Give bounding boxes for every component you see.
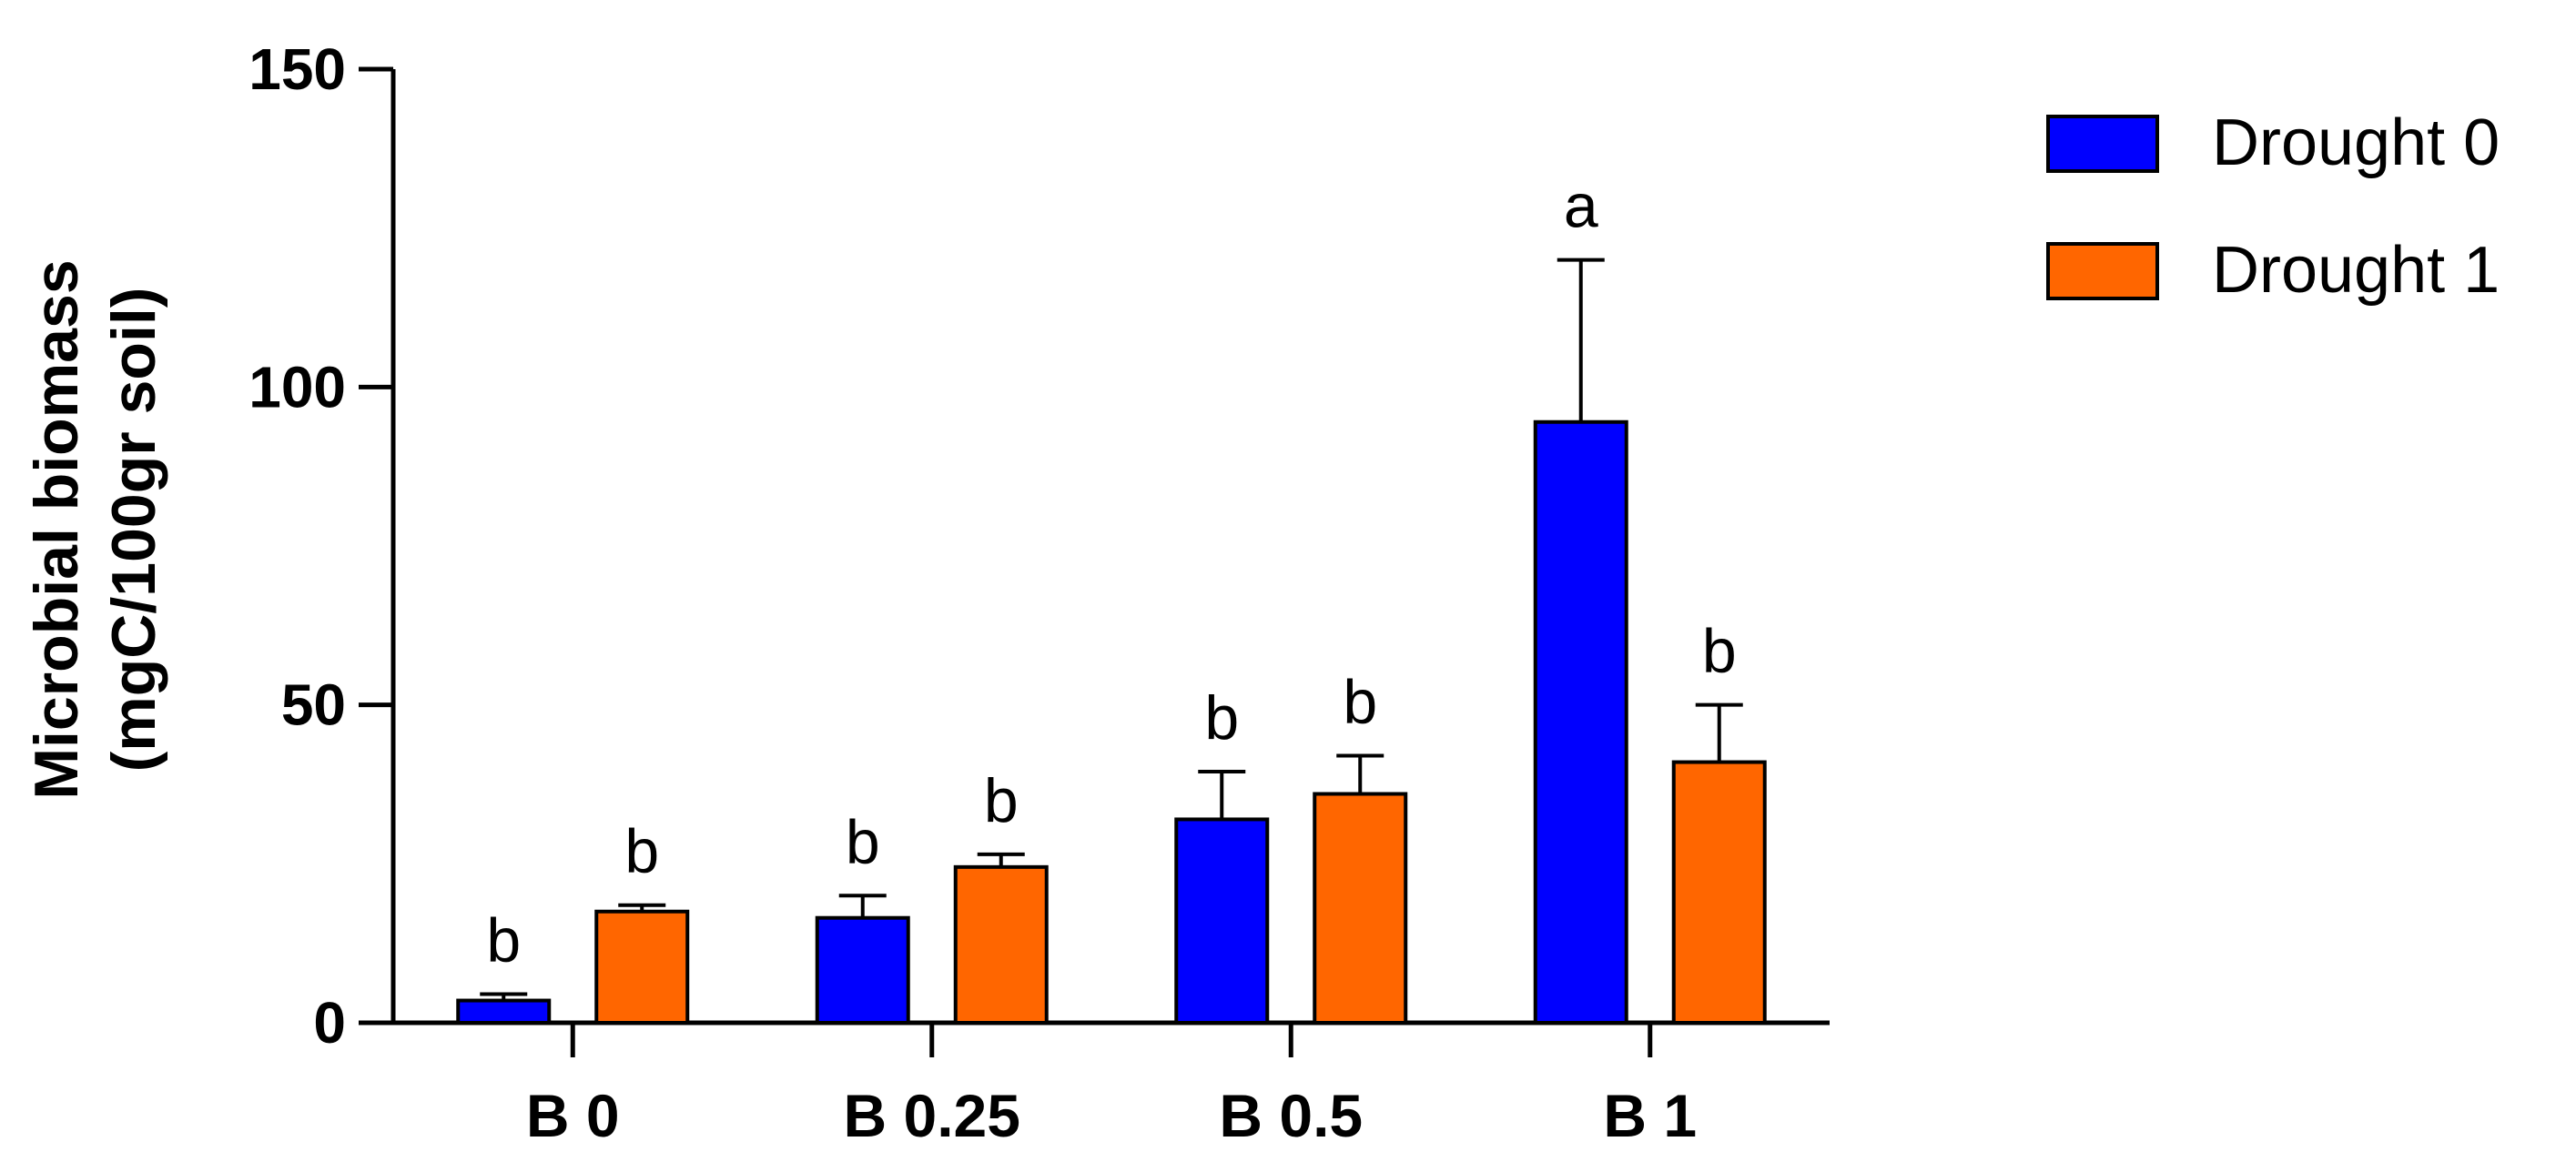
bar [1533, 419, 1628, 1025]
bar [1313, 792, 1408, 1025]
y-axis-label-line1: Microbial biomass [22, 259, 91, 799]
bar [1671, 760, 1767, 1026]
x-tick-label: B 0.25 [844, 1082, 1020, 1149]
y-axis-label-line2: (mgC/100gr soil) [99, 288, 168, 773]
bar [1174, 817, 1270, 1026]
significance-label: b [624, 817, 659, 886]
axes: 0 50 100 150 B 0 B 0.25 B 0.5 B 1 [248, 36, 1830, 1149]
bar [594, 909, 690, 1026]
legend-swatch [2046, 242, 2159, 300]
significance-label: b [1702, 617, 1737, 686]
bar [953, 864, 1049, 1025]
y-tick-label: 100 [248, 354, 346, 419]
significance-label: b [984, 766, 1019, 835]
bar [456, 998, 552, 1025]
significance-label: b [486, 906, 521, 975]
significance-label: b [1204, 683, 1239, 753]
x-tick-label: B 0 [526, 1082, 620, 1149]
x-tick-label: B 0.5 [1219, 1082, 1363, 1149]
significance-label: a [1564, 172, 1598, 241]
legend: Drought 0 Drought 1 [2046, 106, 2500, 307]
y-axis-label: Microbial biomass (mgC/100gr soil) [22, 259, 168, 799]
y-tick-label: 0 [313, 990, 346, 1056]
legend-swatch [2046, 115, 2159, 173]
significance-label: b [1343, 668, 1377, 737]
significance-label: b [846, 807, 880, 876]
bars: b b b b b b a b [456, 172, 1767, 1026]
y-tick-label: 50 [281, 672, 346, 738]
legend-label: Drought 1 [2212, 234, 2500, 307]
x-tick-label: B 1 [1603, 1082, 1697, 1149]
bar [815, 915, 910, 1025]
legend-label: Drought 0 [2212, 106, 2500, 179]
y-tick-label: 150 [248, 36, 346, 102]
